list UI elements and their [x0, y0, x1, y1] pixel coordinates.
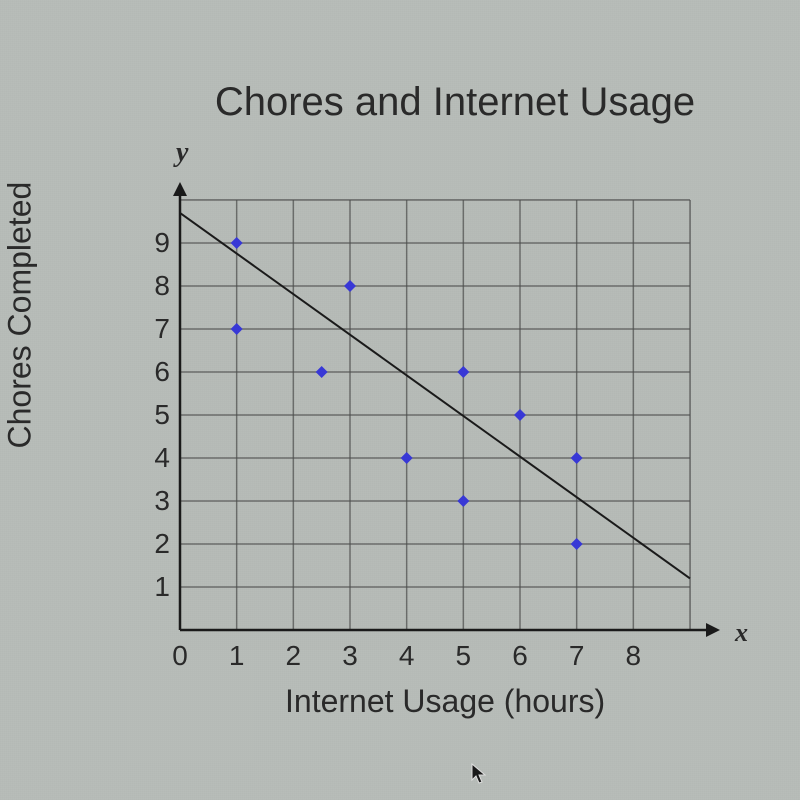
x-tick-label: 5 [448, 640, 478, 672]
y-tick-label: 3 [140, 485, 170, 517]
y-tick-label: 8 [140, 270, 170, 302]
x-tick-label: 3 [335, 640, 365, 672]
x-tick-label: 1 [222, 640, 252, 672]
y-tick-label: 1 [140, 571, 170, 603]
x-tick-label: 4 [392, 640, 422, 672]
y-tick-label: 5 [140, 399, 170, 431]
chart-container: Chores and Internet Usage y Chores Compl… [30, 80, 770, 760]
y-axis-variable: y [176, 137, 188, 169]
x-tick-label: 0 [165, 640, 195, 672]
chart-title: Chores and Internet Usage [135, 80, 775, 125]
x-tick-label: 7 [562, 640, 592, 672]
y-tick-label: 6 [140, 356, 170, 388]
cursor-icon [470, 762, 488, 793]
x-tick-label: 2 [278, 640, 308, 672]
y-axis-title: Chores Completed [2, 182, 39, 449]
y-tick-label: 2 [140, 528, 170, 560]
y-tick-label: 9 [140, 227, 170, 259]
y-tick-label: 4 [140, 442, 170, 474]
chart-svg [150, 180, 720, 670]
x-tick-label: 6 [505, 640, 535, 672]
plot-area: 123456789012345678 Internet Usage (hours… [150, 180, 720, 670]
y-tick-label: 7 [140, 313, 170, 345]
x-axis-title: Internet Usage (hours) [285, 683, 605, 720]
x-tick-label: 8 [618, 640, 648, 672]
x-axis-variable: x [735, 618, 748, 648]
